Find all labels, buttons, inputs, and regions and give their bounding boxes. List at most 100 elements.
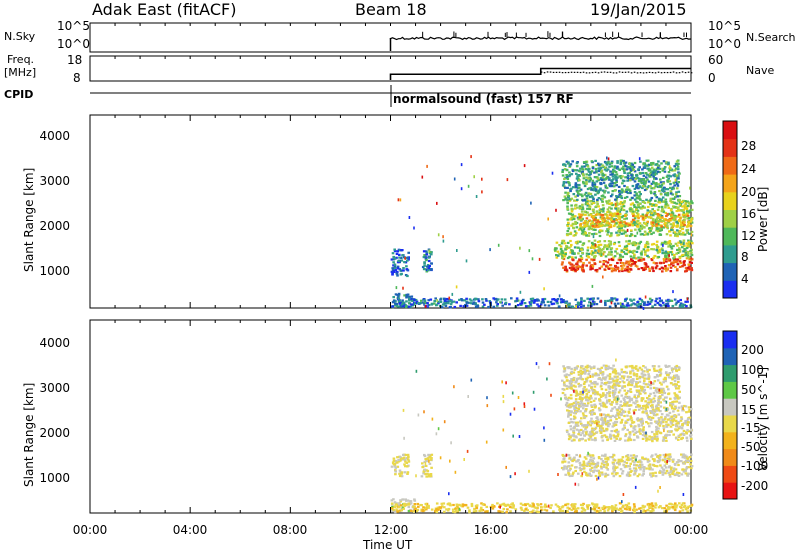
heat-cell bbox=[677, 300, 680, 303]
heat-cell bbox=[470, 299, 473, 302]
heat-cell bbox=[658, 381, 662, 384]
heat-cell bbox=[619, 177, 623, 180]
heat-cell bbox=[401, 498, 405, 501]
heat-cell bbox=[622, 165, 625, 168]
heat-cell bbox=[439, 300, 443, 303]
heat-cell bbox=[602, 413, 606, 416]
heat-cell bbox=[653, 303, 657, 306]
heat-cell bbox=[670, 210, 674, 213]
heat-cell bbox=[582, 382, 586, 385]
heat-cell bbox=[666, 508, 670, 511]
heat-cell bbox=[649, 190, 653, 193]
heat-cell bbox=[570, 380, 574, 383]
heat-cell bbox=[625, 252, 628, 256]
heat-cell bbox=[620, 408, 623, 411]
heat-cell bbox=[655, 297, 658, 300]
heat-cell bbox=[637, 395, 640, 398]
heat-cell bbox=[642, 233, 646, 236]
heat-cell bbox=[429, 298, 433, 301]
heat-cell bbox=[620, 191, 624, 194]
heat-cell bbox=[543, 304, 547, 307]
heat-cell bbox=[644, 243, 647, 247]
heat-cell bbox=[610, 165, 614, 168]
heat-cell bbox=[619, 201, 623, 204]
heat-cell bbox=[569, 436, 572, 439]
heat-cell bbox=[642, 178, 646, 181]
heat-cell bbox=[564, 248, 567, 251]
heat-cell bbox=[406, 256, 410, 259]
heat-cell bbox=[577, 472, 580, 475]
heat-cell bbox=[638, 377, 642, 380]
heat-cell bbox=[655, 435, 659, 438]
heat-cell bbox=[676, 248, 679, 251]
heat-cell bbox=[583, 184, 587, 188]
heat-cell bbox=[629, 210, 633, 213]
heat-cell bbox=[543, 297, 547, 301]
heat-cell bbox=[611, 268, 615, 271]
heat-cell bbox=[611, 179, 614, 182]
heat-cell bbox=[652, 180, 655, 183]
heat-cell bbox=[462, 305, 466, 308]
heat-cell bbox=[422, 250, 426, 253]
heat-cell bbox=[590, 405, 594, 408]
heat-cell bbox=[671, 420, 675, 423]
heat-cell bbox=[579, 305, 583, 308]
heat-cell bbox=[638, 428, 642, 431]
heat-cell bbox=[412, 507, 416, 510]
heat-cell bbox=[616, 435, 620, 438]
heat-cell bbox=[674, 502, 677, 505]
heat-cell bbox=[624, 433, 628, 436]
heat-cell bbox=[583, 220, 587, 223]
heat-cell bbox=[397, 299, 401, 303]
heat-cell bbox=[635, 304, 639, 307]
heat-cell bbox=[683, 207, 687, 210]
heat-cell bbox=[510, 506, 514, 509]
heat-cell bbox=[529, 304, 533, 307]
heat-cell bbox=[435, 510, 439, 514]
heat-cell bbox=[634, 177, 637, 180]
heat-cell bbox=[678, 249, 682, 252]
heat-cell bbox=[575, 379, 579, 382]
heat-cell bbox=[600, 425, 603, 428]
heat-speck bbox=[555, 208, 557, 212]
heat-cell bbox=[615, 421, 619, 424]
heat-cell bbox=[618, 194, 621, 197]
heat-cell bbox=[606, 217, 610, 220]
heat-cell bbox=[619, 162, 623, 166]
heat-cell bbox=[567, 465, 571, 468]
heat-cell bbox=[675, 233, 679, 236]
heat-cell bbox=[669, 266, 673, 269]
heat-cell bbox=[408, 302, 412, 305]
heat-cell bbox=[582, 177, 586, 180]
heat-cell bbox=[683, 204, 686, 207]
heat-cell bbox=[611, 175, 615, 178]
heat-cell bbox=[583, 381, 587, 384]
velocity-cb-tick: 200 bbox=[741, 343, 764, 357]
heat-cell bbox=[526, 509, 529, 512]
heat-cell bbox=[619, 437, 622, 440]
heat-speck bbox=[408, 216, 411, 219]
heat-cell bbox=[681, 502, 685, 505]
heat-cell bbox=[574, 503, 577, 506]
heat-cell bbox=[592, 200, 595, 203]
heat-cell bbox=[668, 264, 671, 267]
heat-cell bbox=[582, 174, 585, 177]
heat-cell bbox=[604, 453, 607, 456]
heat-cell bbox=[646, 211, 649, 214]
heat-cell bbox=[620, 412, 623, 415]
heat-cell bbox=[577, 433, 580, 436]
heat-cell bbox=[466, 301, 470, 304]
heat-cell bbox=[649, 510, 652, 513]
heat-cell bbox=[643, 374, 647, 377]
heat-cell bbox=[689, 428, 693, 431]
heat-cell bbox=[610, 232, 613, 235]
heat-cell bbox=[669, 382, 673, 385]
heat-cell bbox=[586, 404, 589, 407]
heat-cell bbox=[651, 305, 654, 308]
heat-cell bbox=[682, 199, 685, 202]
heat-cell bbox=[585, 182, 588, 185]
heat-cell bbox=[593, 385, 597, 388]
heat-cell bbox=[625, 247, 629, 250]
heat-cell bbox=[595, 186, 599, 189]
heat-cell bbox=[562, 182, 566, 185]
